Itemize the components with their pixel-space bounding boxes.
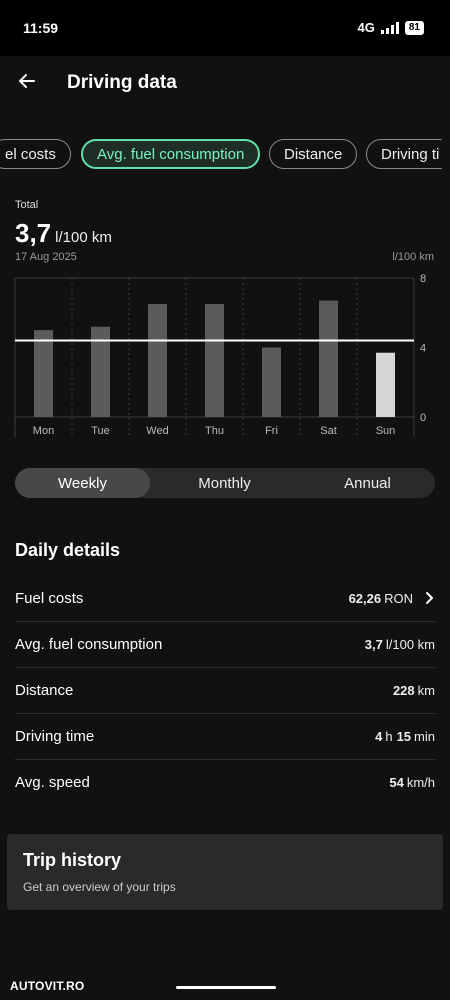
metric-chips: el costs Avg. fuel consumption Distance … (0, 139, 442, 169)
period-selector: Weekly Monthly Annual (15, 468, 435, 498)
bar-mon (34, 330, 53, 417)
back-arrow-icon[interactable] (14, 68, 40, 94)
detail-row-distance: Distance 228 km (15, 667, 435, 713)
consumption-bar-chart: 8 4 0 Mon Tue Wed Thu Fri Sat Sun (14, 273, 426, 437)
divider (15, 713, 435, 714)
trip-history-card[interactable]: Trip history Get an overview of your tri… (7, 834, 443, 910)
app-bar: Driving data (0, 56, 450, 112)
detail-label: Avg. fuel consumption (15, 635, 163, 653)
total-label: Total (15, 199, 39, 211)
watermark: AUTOVIT.RO (10, 979, 85, 993)
bar-thu (205, 304, 224, 417)
x-tick-label: Thu (205, 425, 224, 437)
detail-row-avg-fuel: Avg. fuel consumption 3,7 l/100 km (15, 621, 435, 667)
status-bar: 11:59 4G 81 (0, 0, 450, 56)
chip-fuel-costs[interactable]: el costs (0, 139, 71, 169)
x-tick-label: Sun (376, 425, 396, 437)
network-label: 4G (357, 20, 375, 35)
y-tick-label: 8 (420, 273, 426, 285)
battery-icon: 81 (404, 20, 424, 35)
status-time: 11:59 (23, 20, 59, 36)
y-tick-label: 0 (420, 412, 426, 424)
x-tick-label: Sat (320, 425, 337, 437)
detail-value: 4 h 15 min (375, 728, 435, 744)
total-unit: l/100 km (55, 229, 112, 246)
divider (15, 759, 435, 760)
y-tick-label: 4 (420, 343, 426, 355)
detail-row-avg-speed: Avg. speed 54 km/h (15, 759, 435, 805)
total-number: 3,7 (15, 218, 52, 248)
bar-sun (376, 352, 395, 417)
detail-value: 62,26 RON (349, 591, 435, 606)
chip-distance[interactable]: Distance (269, 139, 358, 169)
divider (15, 667, 435, 668)
chart-unit-label: l/100 km (392, 251, 434, 263)
page-title: Driving data (67, 72, 177, 93)
chip-avg-fuel-consumption[interactable]: Avg. fuel consumption (81, 139, 261, 169)
trip-history-title: Trip history (23, 850, 122, 870)
tab-monthly[interactable]: Monthly (198, 474, 251, 492)
date-label: 17 Aug 2025 (15, 251, 77, 263)
signal-icon (380, 21, 399, 34)
bar-wed (148, 304, 167, 417)
detail-value: 54 km/h (389, 774, 435, 790)
detail-value: 3,7 l/100 km (364, 636, 435, 652)
status-indicators: 4G 81 (358, 20, 424, 35)
chip-driving-time[interactable]: Driving ti (366, 139, 442, 169)
bar-tue (91, 326, 110, 417)
detail-label: Avg. speed (15, 773, 90, 791)
home-indicator (176, 986, 276, 989)
x-tick-label: Fri (265, 425, 278, 437)
detail-value: 228 km (392, 682, 435, 698)
total-value: 3,7 l/100 km (15, 218, 112, 249)
tab-annual[interactable]: Annual (344, 474, 391, 492)
trip-history-subtitle: Get an overview of your trips (23, 880, 176, 894)
tab-weekly[interactable]: Weekly (15, 468, 150, 498)
detail-label: Driving time (15, 727, 95, 745)
bar-fri (262, 347, 281, 417)
x-tick-label: Mon (33, 425, 54, 437)
detail-row-driving-time: Driving time 4 h 15 min (15, 713, 435, 759)
x-tick-label: Tue (91, 425, 110, 437)
x-tick-label: Wed (146, 425, 168, 437)
detail-label: Distance (15, 681, 74, 699)
chevron-right-icon[interactable] (423, 591, 435, 605)
bar-sat (319, 300, 338, 417)
detail-label: Fuel costs (15, 589, 84, 607)
detail-row-fuel-costs[interactable]: Fuel costs 62,26 RON (15, 575, 435, 621)
divider (15, 621, 435, 622)
section-title: Daily details (15, 540, 121, 560)
